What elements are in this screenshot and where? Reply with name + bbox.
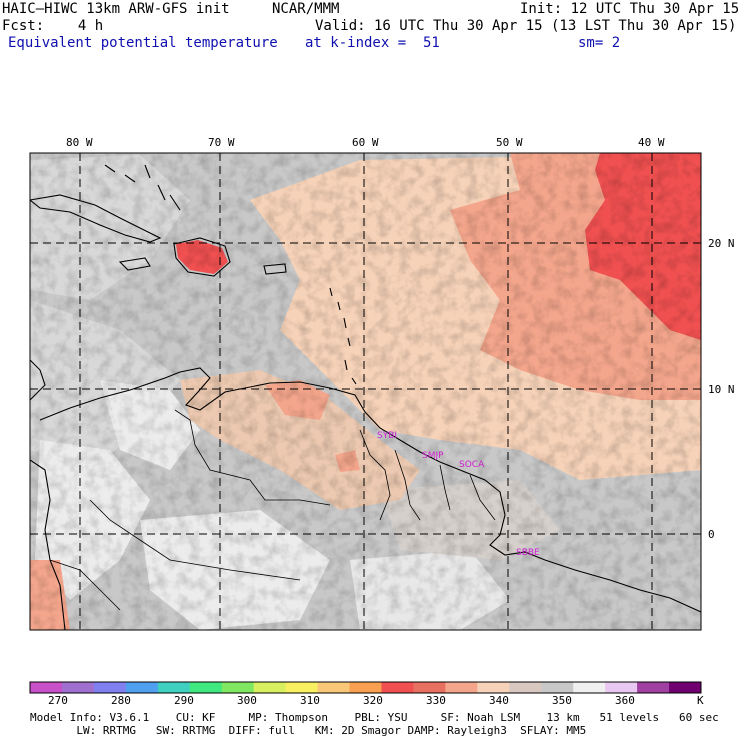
lat-label-20n: 20 N [708,237,735,250]
colorbar-swatch [93,682,127,693]
colorbar-swatch [445,682,478,693]
colorbar-swatch [669,682,702,693]
field-name: Equivalent potential temperature [8,35,278,51]
colorbar-label-340: 340 [489,694,509,707]
border-guyana-suriname [394,449,421,521]
model-info-line2: LW: RRTMG SW: RRTMG DIFF: full KM: 2D Sm… [30,724,587,737]
org-label: NCAR/MMM [272,1,340,17]
border-suriname-guiana [439,464,451,511]
colorbar-swatch [61,682,95,693]
colorbar-swatch [413,682,446,693]
valid-time: Valid: 16 UTC Thu 30 Apr 15 (13 LST Thu … [315,18,737,34]
colorbar-label-360: 360 [615,694,635,707]
colorbar-swatch [30,682,63,693]
lon-label-40w: 40 W [638,136,665,149]
border-venezuela-guyana [359,429,391,521]
cuba-coast [30,194,162,243]
colorbar-swatch [317,682,351,693]
coastlines [30,164,701,630]
colorbar-frame [29,681,702,694]
border-guiana-brazil [469,474,496,521]
level-label: at k-index = 51 [305,35,440,51]
colorbar-label-320: 320 [363,694,383,707]
colorbar-swatch [637,682,670,693]
station-soca: SOCA [459,460,485,470]
colorbar-label-330: 330 [426,694,446,707]
station-sybi: SYBI [377,431,398,441]
colorbar-label-300: 300 [237,694,257,707]
lon-label-70w: 70 W [208,136,235,149]
colorbar-swatch [349,682,382,693]
colorbar [29,681,702,694]
colorbar-label-280: 280 [111,694,131,707]
jamaica-coast [118,257,151,271]
colorbar-swatch [509,682,542,693]
colorbar-swatch [381,682,414,693]
lon-label-60w: 60 W [352,136,379,149]
colorbar-swatch [221,682,255,693]
colorbar-swatch [125,682,159,693]
colorbar-swatch [573,682,606,693]
speckle-texture [30,153,701,630]
model-info-line1: Model Info: V3.6.1 CU: KF MP: Thompson P… [30,711,719,724]
colorbar-label-270: 270 [48,694,68,707]
colorbar-swatch [605,682,638,693]
colorbar-swatch [541,682,574,693]
smoothing-label: sm= 2 [578,35,621,51]
station-smjp: SMJP [422,451,444,461]
graticule [30,153,701,630]
south-america-coast [39,367,701,613]
borders [49,409,496,611]
lon-label-80w: 80 W [66,136,93,149]
border-colombia-venezuela [174,409,331,506]
colorbar-swatch [253,682,287,693]
lat-label-10n: 10 N [708,383,735,396]
central-america-coast [30,359,46,401]
station-sbbe: SBBE [516,548,540,558]
lat-label-0: 0 [708,528,715,541]
pacific-coast [30,459,66,630]
border-colombia-south [89,499,301,581]
init-time: Init: 12 UTC Thu 30 Apr 15 [520,1,740,17]
colorbar-label-310: 310 [300,694,320,707]
forecast-hour: Fcst: 4 h [2,18,104,34]
colorbar-swatch [285,682,319,693]
puerto-rico-coast [263,263,287,275]
colorbar-unit: K [697,694,704,707]
field-shading [30,153,701,630]
colorbar-label-290: 290 [174,694,194,707]
lon-label-50w: 50 W [496,136,523,149]
colorbar-swatch [157,682,191,693]
colorbar-swatch [189,682,223,693]
colorbar-swatch [477,682,510,693]
colorbar-label-350: 350 [552,694,572,707]
hispaniola-coast [173,237,231,277]
model-title: HAIC–HIWC 13km ARW-GFS init [2,1,230,17]
bahamas-coast [104,164,181,211]
map-frame [29,152,702,631]
lesser-antilles-coast [329,287,357,385]
border-ecuador [49,559,121,611]
